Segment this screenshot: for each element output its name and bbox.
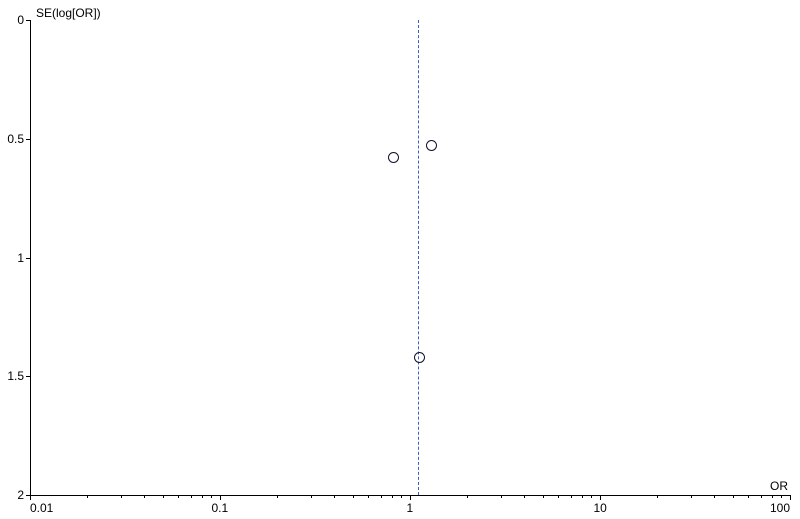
x-minor-tick [401,495,402,498]
data-point [388,152,399,163]
x-minor-tick [178,495,179,498]
x-minor-tick [368,495,369,498]
y-tick-label: 1.5 [7,369,24,383]
x-tick [220,495,221,500]
y-tick-label: 1 [17,251,24,265]
y-tick [26,20,30,21]
x-minor-tick [571,495,572,498]
x-tick-label: 1 [407,501,414,515]
x-minor-tick [334,495,335,498]
x-minor-tick [163,495,164,498]
x-minor-tick [691,495,692,498]
y-tick-label: 0 [17,13,24,27]
x-minor-tick [558,495,559,498]
x-tick-label: 0.1 [212,501,229,515]
x-tick-label: 100 [770,501,790,515]
x-tick-label: 10 [594,501,607,515]
x-minor-tick [748,495,749,498]
y-tick [26,139,30,140]
x-minor-tick [202,495,203,498]
funnel-plot: SE(log[OR]) 0 0.5 1 1.5 2 0.01 0.1 1 10 100 OR [0,0,800,519]
data-point [426,140,437,151]
x-tick [600,495,601,500]
x-minor-tick [211,495,212,498]
x-tick-label: 0.01 [30,501,53,515]
y-axis-line [30,20,31,495]
x-axis-title: OR [770,479,788,493]
x-minor-tick [657,495,658,498]
x-minor-tick [761,495,762,498]
x-minor-tick [467,495,468,498]
y-tick-label: 2 [17,488,24,502]
x-minor-tick [121,495,122,498]
x-tick [30,495,31,500]
x-minor-tick [772,495,773,498]
x-minor-tick [144,495,145,498]
x-minor-tick [381,495,382,498]
x-minor-tick [311,495,312,498]
data-point [414,352,425,363]
reference-line [418,20,419,495]
x-tick [410,495,411,500]
x-minor-tick [524,495,525,498]
x-tick [790,495,791,500]
x-minor-tick [714,495,715,498]
x-minor-tick [191,495,192,498]
x-minor-tick [543,495,544,498]
x-minor-tick [582,495,583,498]
x-minor-tick [501,495,502,498]
x-minor-tick [733,495,734,498]
y-tick [26,376,30,377]
y-tick-label: 0.5 [7,132,24,146]
x-minor-tick [87,495,88,498]
x-minor-tick [277,495,278,498]
x-minor-tick [392,495,393,498]
x-minor-tick [591,495,592,498]
y-axis-title: SE(log[OR]) [36,6,101,20]
x-minor-tick [781,495,782,498]
y-tick [26,258,30,259]
x-minor-tick [353,495,354,498]
